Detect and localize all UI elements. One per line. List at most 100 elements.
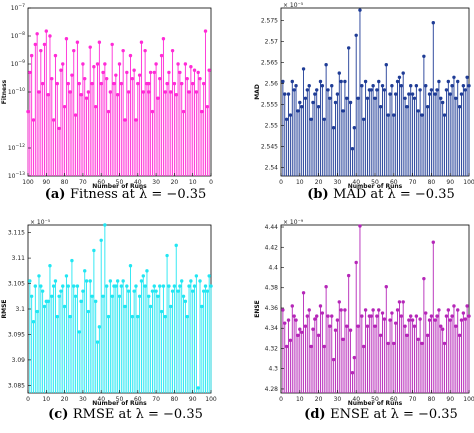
marker-run-19	[61, 284, 65, 288]
marker-run-20	[62, 304, 67, 309]
marker-run-70	[81, 62, 85, 66]
marker-run-29	[333, 328, 338, 332]
marker-run-68	[84, 96, 89, 100]
marker-run-91	[450, 314, 454, 318]
marker-run-90	[191, 289, 195, 293]
x-tick-label: 60	[390, 179, 398, 186]
marker-run-35	[345, 96, 349, 101]
marker-run-16	[180, 81, 184, 86]
marker-run-58	[388, 318, 392, 322]
marker-run-77	[167, 284, 171, 288]
y-tick-label: 4.32	[265, 345, 279, 352]
marker-run-69	[409, 84, 413, 88]
marker-run-25	[163, 90, 167, 94]
marker-run-11	[299, 330, 304, 334]
marker-run-98	[205, 289, 210, 293]
marker-run-19	[174, 93, 178, 97]
marker-run-41	[134, 118, 138, 122]
marker-run-65	[401, 71, 405, 75]
y-tick-label: 2.56	[265, 81, 279, 88]
y-tick-label: 10−12	[8, 143, 25, 152]
marker-run-61	[393, 92, 398, 96]
y-axis-label: MAD	[254, 84, 261, 100]
marker-run-97	[203, 284, 208, 288]
x-tick-label: 60	[97, 179, 105, 186]
marker-run-49	[371, 84, 375, 88]
x-tick-label: 90	[446, 179, 454, 186]
marker-run-64	[143, 284, 147, 288]
marker-run-73	[416, 109, 420, 113]
marker-run-21	[64, 274, 69, 278]
marker-run-2	[283, 321, 287, 325]
marker-run-32	[339, 79, 343, 84]
marker-run-57	[386, 341, 390, 346]
marker-run-81	[61, 62, 65, 66]
marker-run-37	[141, 90, 145, 94]
marker-run-42	[103, 223, 107, 227]
marker-run-48	[121, 48, 125, 53]
chart-panel-mad: 0 10 20 30 40 50 60 70 80 90 100 2.54 2.545 2.55 2.555…	[254, 2, 474, 202]
marker-run-56	[384, 62, 388, 67]
marker-run-28	[331, 126, 336, 130]
marker-run-9	[42, 304, 47, 309]
marker-run-23	[322, 344, 326, 349]
x-tick-label: 0	[209, 179, 213, 186]
chart-panel-rmse: 0 10 20 30 40 50 60 70 80 90 100 3.085 3.09 3.095 3.1 3…	[1, 219, 217, 422]
marker-run-92	[194, 274, 199, 278]
marker-run-24	[324, 285, 328, 289]
marker-run-43	[360, 84, 364, 88]
marker-run-74	[418, 88, 422, 92]
marker-run-46	[365, 324, 370, 328]
chart-panel-ense: 0 10 20 30 40 50 60 70 80 90 100 4.28 4.3 4.32 4.34 4.3…	[254, 219, 474, 422]
marker-run-79	[427, 92, 432, 96]
marker-run-57	[386, 113, 390, 117]
marker-run-55	[382, 317, 387, 321]
marker-run-78	[169, 304, 173, 309]
marker-run-1	[281, 308, 285, 312]
marker-run-37	[348, 100, 353, 105]
marker-run-90	[448, 92, 452, 96]
marker-run-38	[350, 147, 355, 151]
marker-run-60	[99, 81, 103, 86]
marker-run-71	[156, 294, 160, 298]
marker-run-67	[148, 304, 153, 309]
marker-run-62	[139, 279, 144, 283]
marker-run-17	[178, 70, 182, 75]
marker-run-98	[463, 317, 467, 321]
marker-run-60	[136, 314, 140, 319]
marker-run-45	[363, 79, 368, 84]
marker-run-78	[425, 105, 430, 109]
marker-run-7	[292, 314, 296, 318]
marker-run-75	[420, 113, 424, 117]
marker-run-33	[341, 109, 345, 113]
marker-run-55	[126, 289, 131, 293]
marker-run-61	[137, 294, 142, 298]
marker-run-85	[439, 324, 443, 328]
marker-run-96	[33, 42, 38, 47]
marker-run-84	[437, 79, 441, 84]
marker-run-66	[403, 324, 407, 328]
marker-run-5	[200, 109, 204, 114]
marker-run-60	[392, 341, 396, 346]
marker-run-2	[205, 104, 210, 109]
marker-run-100	[26, 109, 30, 114]
marker-run-88	[48, 34, 52, 38]
x-tick-label: 30	[152, 179, 160, 186]
marker-run-96	[459, 92, 464, 96]
marker-run-52	[377, 79, 381, 84]
marker-run-79	[427, 318, 432, 322]
marker-run-22	[320, 311, 325, 315]
marker-run-56	[106, 109, 111, 114]
marker-run-30	[81, 289, 85, 293]
marker-run-53	[378, 105, 383, 109]
marker-run-21	[170, 48, 175, 53]
x-tick-label: 100	[205, 396, 217, 403]
x-axis-label: Number of Runs	[92, 183, 147, 190]
y-tick-label: 3.105	[8, 281, 25, 288]
marker-run-5	[288, 113, 293, 117]
marker-run-29	[333, 100, 338, 105]
marker-run-49	[119, 81, 124, 86]
marker-run-97	[461, 311, 466, 315]
marker-run-59	[134, 284, 138, 288]
marker-run-50	[373, 324, 377, 328]
